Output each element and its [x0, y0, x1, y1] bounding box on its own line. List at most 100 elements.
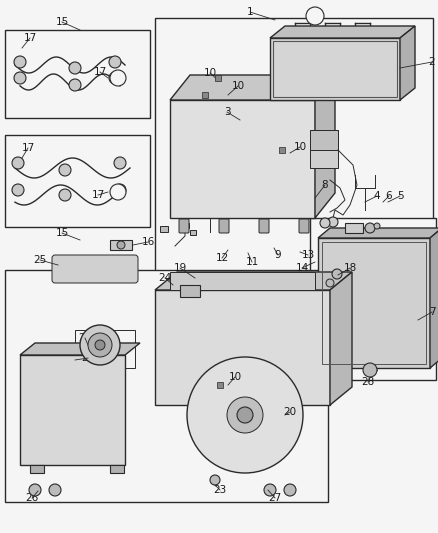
Bar: [345, 223, 363, 233]
Circle shape: [95, 340, 105, 350]
Text: 3: 3: [224, 107, 230, 117]
Circle shape: [320, 218, 330, 228]
Polygon shape: [430, 228, 438, 368]
Bar: [170, 100, 315, 218]
Text: 16: 16: [141, 237, 155, 247]
Polygon shape: [20, 343, 140, 355]
Text: 22: 22: [81, 353, 95, 363]
Text: 12: 12: [215, 253, 229, 263]
Bar: [273, 41, 397, 97]
Circle shape: [117, 241, 125, 249]
Circle shape: [187, 357, 303, 473]
Text: A: A: [115, 188, 121, 197]
Polygon shape: [155, 272, 352, 290]
Text: 15: 15: [55, 17, 69, 27]
Text: 28: 28: [361, 377, 374, 387]
FancyBboxPatch shape: [299, 219, 309, 233]
Bar: [310, 130, 338, 168]
Circle shape: [14, 72, 26, 84]
Circle shape: [264, 484, 276, 496]
Circle shape: [306, 7, 324, 25]
Circle shape: [12, 157, 24, 169]
Polygon shape: [318, 228, 438, 238]
Bar: [5, 30, 150, 118]
FancyBboxPatch shape: [259, 219, 269, 233]
FancyBboxPatch shape: [179, 219, 189, 233]
Polygon shape: [330, 272, 352, 405]
Polygon shape: [170, 75, 335, 100]
Circle shape: [49, 484, 61, 496]
Text: 6: 6: [386, 191, 392, 201]
Text: 10: 10: [203, 68, 216, 78]
Bar: [30, 465, 44, 473]
Text: 2: 2: [429, 57, 435, 67]
Text: 17: 17: [21, 143, 35, 153]
Circle shape: [365, 223, 375, 233]
Circle shape: [69, 79, 81, 91]
Circle shape: [114, 184, 126, 196]
Text: 19: 19: [173, 263, 187, 273]
Bar: [310, 130, 338, 150]
Circle shape: [59, 189, 71, 201]
Text: 13: 13: [301, 250, 314, 260]
Bar: [310, 218, 436, 380]
Text: 11: 11: [245, 257, 258, 267]
Circle shape: [69, 62, 81, 74]
Text: 10: 10: [231, 81, 244, 91]
Bar: [180, 285, 200, 297]
Text: A: A: [115, 74, 121, 83]
Bar: [170, 272, 315, 290]
Circle shape: [284, 484, 296, 496]
Circle shape: [328, 217, 338, 227]
Bar: [160, 226, 168, 232]
Text: 24: 24: [159, 273, 172, 283]
Bar: [75, 330, 135, 368]
Bar: [110, 240, 132, 250]
Circle shape: [227, 397, 263, 433]
Text: 18: 18: [343, 263, 357, 273]
FancyBboxPatch shape: [219, 219, 229, 233]
Text: 4: 4: [374, 191, 380, 201]
Text: 20: 20: [283, 407, 297, 417]
Circle shape: [363, 363, 377, 377]
Text: 25: 25: [33, 255, 46, 265]
Text: A: A: [312, 12, 318, 20]
Polygon shape: [315, 75, 335, 218]
Bar: [182, 223, 189, 228]
Bar: [190, 230, 196, 235]
Text: 8: 8: [321, 180, 328, 190]
Bar: [155, 290, 330, 405]
Bar: [322, 242, 426, 364]
Text: 23: 23: [213, 485, 226, 495]
Text: 7: 7: [429, 307, 435, 317]
Circle shape: [374, 223, 380, 229]
FancyBboxPatch shape: [52, 255, 138, 283]
Bar: [318, 238, 430, 368]
Text: 15: 15: [55, 228, 69, 238]
Circle shape: [210, 475, 220, 485]
Circle shape: [109, 56, 121, 68]
Text: 21: 21: [78, 333, 92, 343]
Circle shape: [110, 184, 126, 200]
Bar: [5, 270, 328, 502]
Bar: [20, 355, 125, 465]
Circle shape: [332, 269, 342, 279]
Circle shape: [14, 56, 26, 68]
Text: 1: 1: [247, 7, 253, 17]
Text: 9: 9: [275, 250, 281, 260]
Polygon shape: [270, 26, 415, 38]
Circle shape: [12, 184, 24, 196]
Circle shape: [110, 70, 126, 86]
Circle shape: [29, 484, 41, 496]
Text: 17: 17: [93, 67, 106, 77]
Circle shape: [114, 157, 126, 169]
Circle shape: [80, 325, 120, 365]
Text: 10: 10: [229, 372, 242, 382]
Text: 26: 26: [25, 493, 39, 503]
Text: 5: 5: [397, 191, 403, 201]
Bar: [270, 38, 400, 100]
Circle shape: [109, 72, 121, 84]
Bar: [110, 465, 124, 473]
Bar: [5, 135, 150, 227]
Text: 27: 27: [268, 493, 282, 503]
